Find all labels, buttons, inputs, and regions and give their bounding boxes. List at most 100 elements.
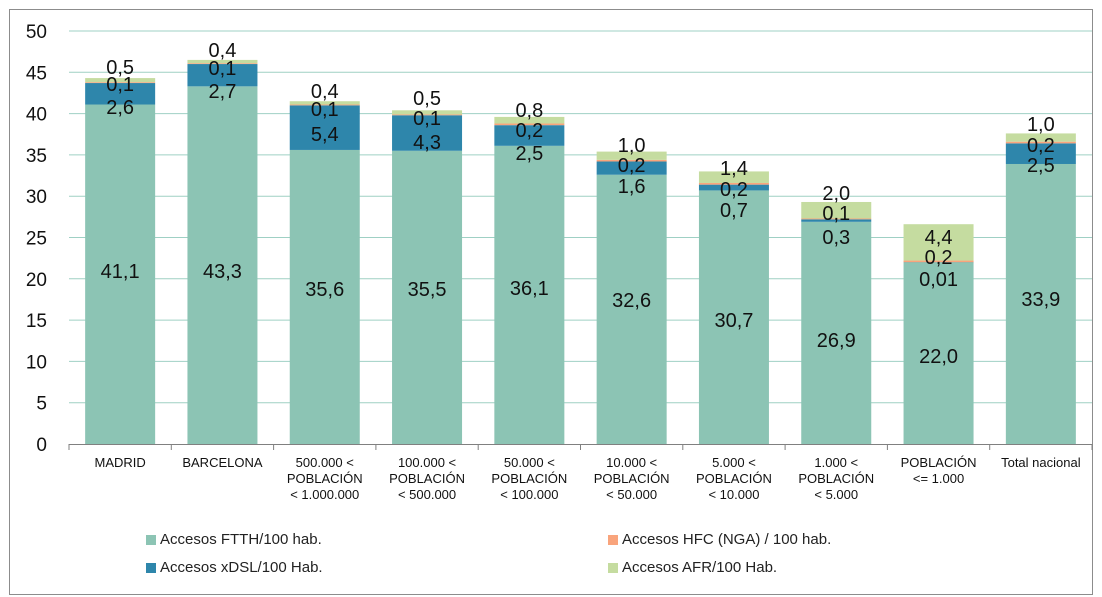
- bar-segment: [903, 260, 974, 263]
- data-label: 0,5: [106, 57, 134, 79]
- data-label: 4,4: [925, 227, 953, 249]
- legend-label: Accesos AFR/100 Hab.: [622, 559, 778, 576]
- bar-segment: [801, 221, 872, 444]
- y-tick-label: 5: [36, 394, 47, 415]
- bar-segment: [289, 149, 360, 444]
- data-label: 0,1: [311, 99, 339, 121]
- legend-label: Accesos HFC (NGA) / 100 hab.: [622, 531, 832, 548]
- x-tick-label: MADRID: [95, 455, 146, 470]
- data-label: 1,6: [618, 176, 646, 198]
- bar-segment: [698, 171, 769, 183]
- bar-segment: [1005, 163, 1076, 444]
- data-label: 0,1: [822, 203, 850, 225]
- data-label: 1,0: [618, 135, 646, 157]
- bar-segment: [289, 105, 360, 150]
- y-tick-label: 40: [26, 105, 47, 126]
- legend-label: Accesos FTTH/100 hab.: [160, 531, 322, 548]
- data-label: 1,0: [1027, 114, 1055, 136]
- y-tick-label: 10: [26, 352, 47, 373]
- bar-segment: [903, 224, 974, 261]
- bar-segment: [187, 59, 258, 64]
- bar-segment: [392, 150, 463, 444]
- bar-segment: [596, 151, 667, 160]
- bar-segment: [596, 159, 667, 162]
- data-label: 30,7: [714, 310, 753, 332]
- x-tick-label: Total nacional: [1001, 455, 1081, 470]
- bar-segment: [85, 83, 156, 105]
- legend-swatch: [146, 534, 156, 545]
- bar-segment: [187, 86, 258, 444]
- bar-segment: [596, 161, 667, 175]
- data-label: 0,2: [925, 247, 953, 269]
- data-label: 22,0: [919, 346, 958, 368]
- data-label: 0,1: [209, 58, 237, 80]
- x-tick-label: 100.000 < POBLACIÓN < 500.000: [389, 455, 465, 502]
- data-label: 5,4: [311, 124, 339, 146]
- y-tick-label: 50: [26, 22, 47, 43]
- bar-segment: [289, 101, 360, 105]
- data-label: 0,7: [720, 200, 748, 222]
- bar-segment: [698, 190, 769, 444]
- data-label: 2,5: [1027, 155, 1055, 177]
- data-label: 4,3: [413, 132, 441, 154]
- bar-segment: [392, 115, 463, 151]
- legend-item: Accesos xDSL/100 Hab.: [146, 559, 323, 576]
- data-label: 33,9: [1021, 289, 1060, 311]
- legend-item: Accesos AFR/100 Hab.: [608, 559, 777, 576]
- data-label: 0,4: [311, 81, 339, 103]
- data-label: 0,1: [106, 74, 134, 96]
- data-label: 36,1: [510, 278, 549, 300]
- bar-segment: [698, 184, 769, 191]
- x-tick-label: 10.000 < POBLACIÓN < 50.000: [594, 455, 670, 502]
- x-tick-label: BARCELONA: [182, 455, 263, 470]
- legend-label: Accesos xDSL/100 Hab.: [160, 559, 323, 576]
- bar-segment: [1005, 141, 1076, 144]
- data-label: 0,1: [413, 108, 441, 130]
- bar-segment: [85, 78, 156, 83]
- bar-segment: [85, 104, 156, 444]
- legend-swatch: [146, 562, 156, 573]
- data-label: 2,6: [106, 97, 134, 119]
- bar-segment: [494, 116, 565, 124]
- bar-segment: [698, 182, 769, 185]
- data-label: 0,8: [515, 100, 543, 122]
- data-label: 0,2: [720, 179, 748, 201]
- bar-segment: [801, 218, 872, 220]
- legend-swatch: [608, 562, 618, 573]
- data-label: 41,1: [101, 261, 140, 283]
- data-label: 43,3: [203, 261, 242, 283]
- stacked-bar-chart: 0510152025303540455041,12,60,10,543,32,7…: [26, 22, 1093, 502]
- bar-segment: [85, 82, 156, 84]
- bar-segment: [392, 114, 463, 116]
- data-label: 2,7: [209, 81, 237, 103]
- x-tick-label: POBLACIÓN <= 1.000: [901, 455, 977, 486]
- bar-segment: [596, 174, 667, 444]
- bar-segment: [289, 104, 360, 106]
- data-label: 0,2: [1027, 135, 1055, 157]
- data-label: 1,4: [720, 158, 748, 180]
- x-tick-label: 1.000 < POBLACIÓN < 5.000: [798, 455, 874, 502]
- chart-frame: 0 5 10 15 20 25 30 35 40 45 50 41,1 2,6 0,1 0,5 43,3 2,7…: [9, 9, 1093, 595]
- data-label: 0,4: [209, 40, 237, 62]
- data-label: 35,5: [408, 279, 447, 301]
- bar-segment: [494, 145, 565, 444]
- y-tick-label: 0: [36, 435, 47, 456]
- bar-segment: [187, 64, 258, 87]
- legend-swatch: [608, 534, 618, 545]
- bar-segment: [801, 201, 872, 219]
- x-tick-label: 500.000 < POBLACIÓN < 1.000.000: [287, 455, 363, 502]
- data-label: 0,2: [618, 155, 646, 177]
- data-label: 2,5: [515, 143, 543, 165]
- data-label: 0,2: [515, 120, 543, 142]
- y-tick-label: 25: [26, 229, 47, 250]
- data-label: 0,3: [822, 227, 850, 249]
- bar-segment: [903, 262, 974, 444]
- y-tick-label: 20: [26, 270, 47, 291]
- y-tick-label: 15: [26, 311, 47, 332]
- bar-segment: [494, 123, 565, 126]
- legend-item: Accesos FTTH/100 hab.: [146, 531, 322, 548]
- legend-item: Accesos HFC (NGA) / 100 hab.: [608, 531, 831, 548]
- data-label: 35,6: [305, 279, 344, 301]
- y-tick-label: 35: [26, 146, 47, 167]
- bar-segment: [801, 219, 872, 222]
